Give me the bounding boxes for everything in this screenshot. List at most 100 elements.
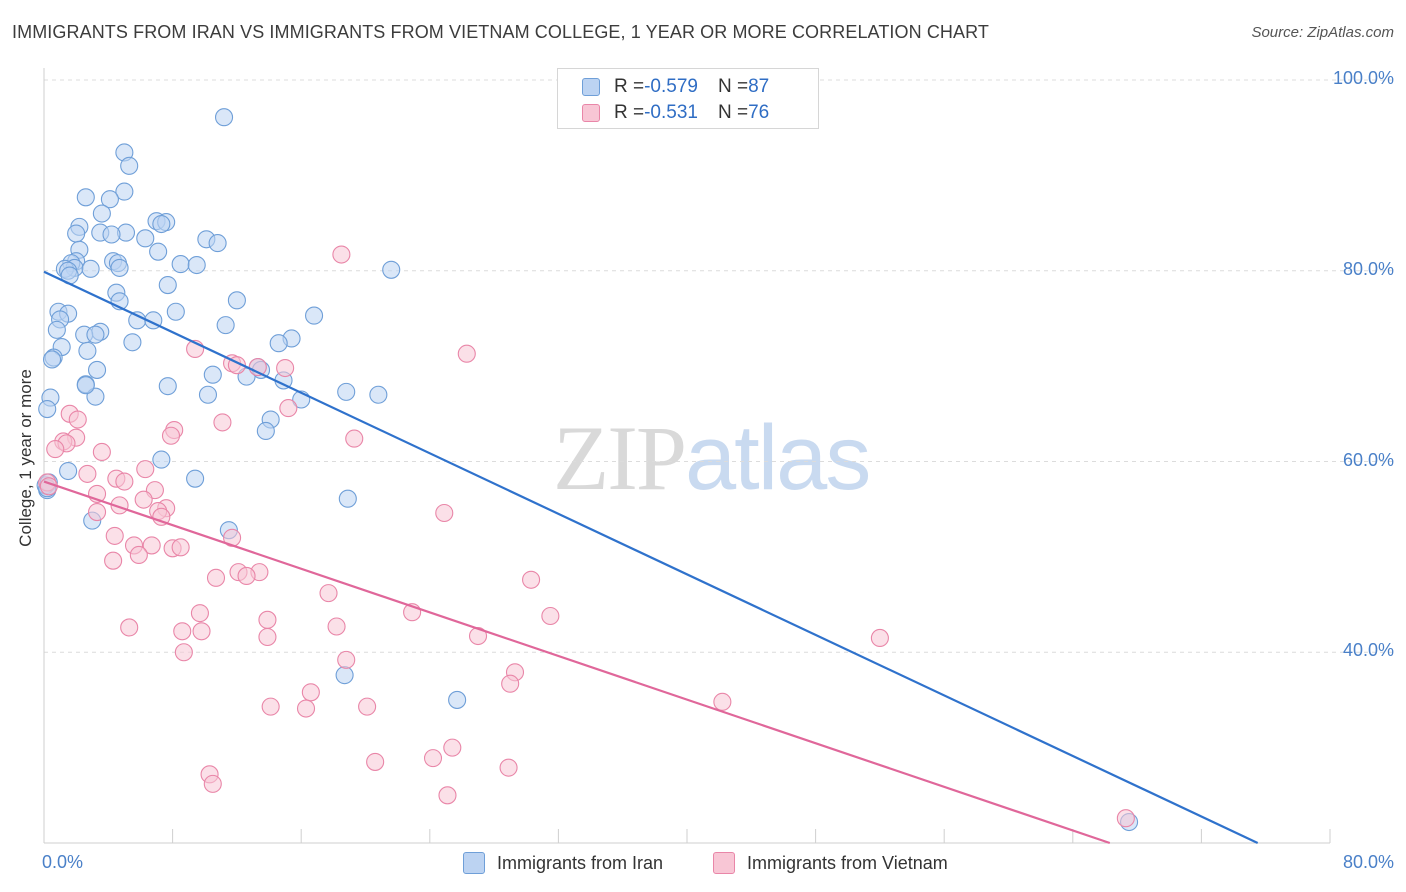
watermark: ZIPatlas: [553, 405, 871, 511]
point-vietnam-16: [92, 442, 111, 462]
point-iran-72: [152, 450, 171, 469]
watermark-zip: ZIP: [553, 407, 687, 509]
point-iran-65: [198, 385, 218, 404]
point-iran-69: [38, 399, 57, 419]
r-label-vietnam: R =: [614, 102, 645, 123]
point-vietnam-12: [345, 429, 364, 448]
legend-iran-label: Immigrants from Iran: [497, 852, 664, 873]
point-iran-61: [158, 377, 177, 396]
point-vietnam-11: [161, 426, 181, 445]
n-label-vietnam: N =: [717, 102, 749, 123]
point-iran-17: [208, 234, 227, 253]
point-vietnam-43: [522, 570, 541, 589]
x-tick-min: 0.0%: [42, 852, 84, 872]
point-vietnam-66: [423, 749, 443, 768]
point-iran-2: [120, 156, 139, 175]
point-vietnam-65: [443, 738, 462, 757]
point-vietnam-54: [258, 627, 277, 647]
point-vietnam-0: [332, 245, 351, 264]
y-tick-label-60: 60.0%: [1342, 449, 1394, 470]
point-vietnam-64: [358, 697, 377, 716]
point-iran-57: [87, 360, 107, 379]
point-iran-0: [214, 108, 234, 127]
series-iran-points: [36, 108, 1139, 832]
point-iran-5: [100, 190, 119, 209]
y-tick-label-100: 100.0%: [1332, 68, 1394, 88]
trend-line-iran: [43, 270, 1259, 844]
point-vietnam-15: [46, 440, 65, 459]
point-vietnam-38: [104, 551, 123, 570]
legend-vietnam-label: Immigrants from Vietnam: [747, 852, 948, 873]
point-iran-63: [337, 382, 356, 401]
point-vietnam-45: [190, 604, 209, 623]
swatch-vietnam-icon: [582, 104, 600, 122]
point-vietnam-61: [713, 692, 732, 711]
watermark-atlas: atlas: [685, 407, 871, 509]
chart-source: Source: ZipAtlas.com: [1251, 24, 1394, 41]
point-iran-4: [76, 188, 95, 207]
point-vietnam-17: [136, 460, 155, 479]
r-label-iran: R =: [614, 76, 645, 97]
point-iran-27: [81, 259, 100, 278]
point-iran-58: [203, 365, 222, 384]
point-iran-85: [76, 376, 95, 395]
point-vietnam-73: [171, 538, 190, 557]
point-vietnam-5: [279, 399, 298, 418]
point-vietnam-71: [438, 786, 457, 805]
point-iran-25: [187, 255, 206, 275]
chart-title: IMMIGRANTS FROM IRAN VS IMMIGRANTS FROM …: [12, 22, 989, 42]
point-vietnam-50: [327, 617, 346, 636]
point-vietnam-31: [152, 507, 171, 526]
point-iran-71: [256, 421, 275, 441]
stats-row-vietnam: R = -0.531 N = 76: [582, 101, 769, 125]
point-vietnam-25: [134, 490, 153, 509]
point-iran-40: [305, 306, 324, 325]
point-vietnam-59: [501, 674, 520, 693]
point-vietnam-68: [499, 758, 518, 777]
point-vietnam-75: [276, 358, 295, 378]
point-vietnam-47: [541, 606, 560, 626]
point-vietnam-60: [301, 683, 320, 702]
swatch-iran-icon: [582, 78, 600, 96]
point-iran-64: [369, 385, 388, 404]
point-iran-73: [59, 461, 78, 481]
point-vietnam-53: [468, 626, 488, 646]
point-vietnam-55: [870, 628, 889, 647]
trend-lines: [43, 270, 1259, 845]
point-iran-80: [448, 690, 467, 709]
point-vietnam-41: [237, 566, 256, 586]
x-tick-max: 80.0%: [1342, 852, 1394, 872]
stats-row-iran: R = -0.579 N = 87: [582, 75, 769, 99]
point-iran-76: [338, 489, 357, 508]
r-value-iran: -0.579: [644, 76, 698, 97]
point-iran-15: [136, 229, 155, 248]
r-value-vietnam: -0.531: [644, 102, 698, 123]
point-vietnam-20: [115, 472, 134, 491]
point-iran-50: [269, 334, 288, 353]
point-iran-33: [158, 276, 177, 295]
point-iran-24: [171, 255, 190, 274]
point-vietnam-30: [87, 502, 107, 522]
point-iran-13: [102, 225, 121, 244]
point-vietnam-63: [296, 699, 316, 718]
point-vietnam-67: [366, 752, 385, 771]
point-vietnam-51: [173, 622, 192, 641]
point-vietnam-70: [203, 774, 222, 793]
point-vietnam-56: [174, 643, 193, 662]
point-vietnam-52: [192, 622, 211, 641]
point-vietnam-33: [105, 526, 124, 545]
point-iran-31: [382, 260, 401, 279]
point-iran-39: [166, 302, 185, 321]
y-axis-label: College, 1 year or more: [16, 369, 35, 547]
point-vietnam-49: [120, 618, 139, 637]
point-iran-9: [152, 214, 171, 234]
legend-vietnam-icon: [713, 852, 735, 874]
legend-item-vietnam: Immigrants from Vietnam: [713, 852, 948, 874]
point-iran-3: [115, 182, 134, 201]
point-iran-48: [86, 325, 105, 344]
legend-iran-icon: [463, 852, 485, 874]
point-vietnam-72: [1116, 809, 1135, 828]
point-vietnam-62: [261, 697, 280, 716]
point-iran-53: [78, 341, 97, 360]
